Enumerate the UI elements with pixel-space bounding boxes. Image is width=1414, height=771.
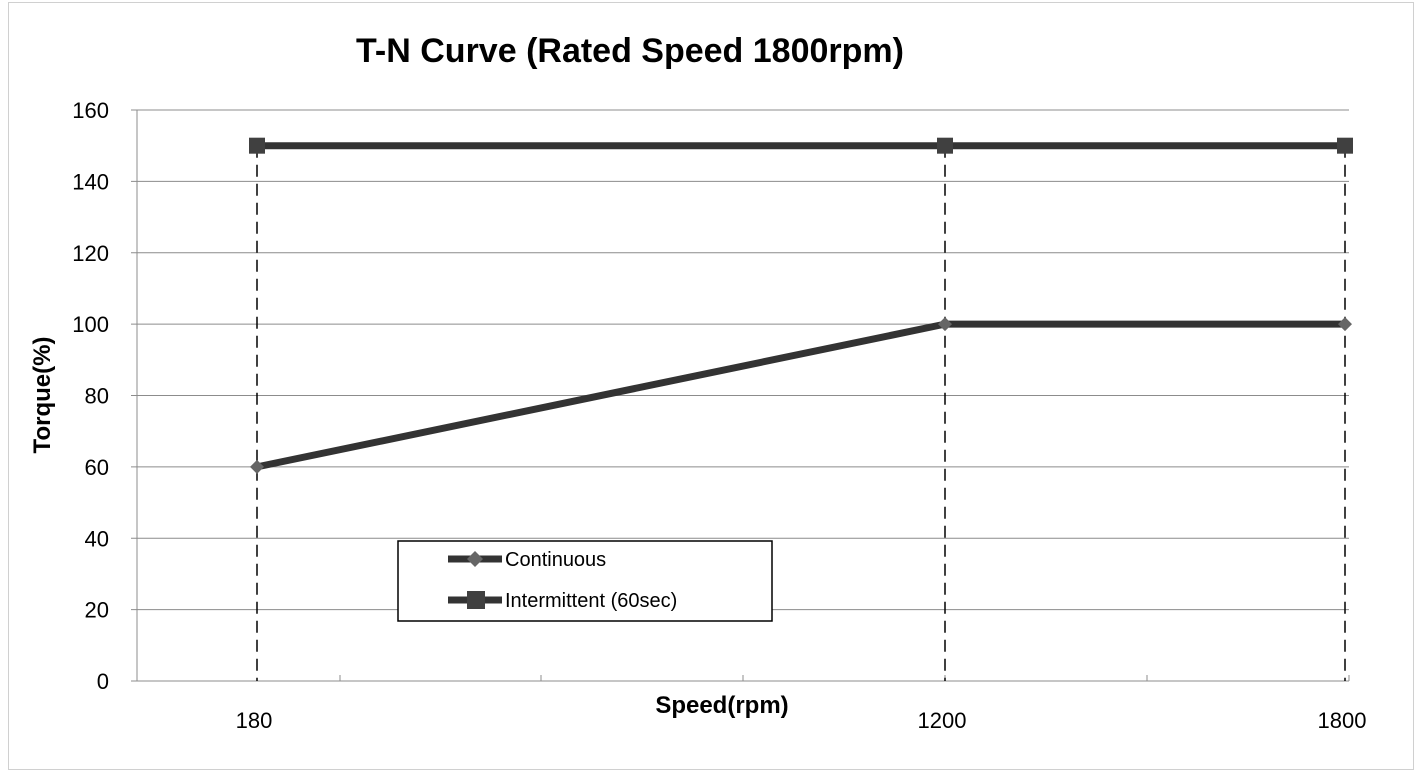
x-tick-label: 1200 bbox=[918, 708, 967, 733]
x-tick-label: 180 bbox=[236, 708, 273, 733]
x-tick-label: 1800 bbox=[1318, 708, 1367, 733]
y-tick-label: 60 bbox=[85, 455, 109, 480]
legend-diamond-marker bbox=[467, 551, 483, 567]
x-tick-labels: 180 1200 1800 bbox=[236, 708, 1367, 733]
y-tick-label: 100 bbox=[72, 312, 109, 337]
square-marker bbox=[1337, 137, 1353, 154]
y-axis-label: Torque(%) bbox=[29, 337, 56, 454]
y-tick-label: 0 bbox=[97, 669, 109, 694]
chart-frame bbox=[8, 2, 1414, 770]
category-drop-lines bbox=[256, 145, 1346, 681]
legend: Continuous Intermittent (60sec) bbox=[397, 540, 773, 622]
y-tick-label: 40 bbox=[85, 526, 109, 551]
diamond-marker bbox=[938, 317, 952, 332]
square-marker bbox=[249, 137, 265, 154]
gridlines bbox=[137, 109, 1349, 611]
y-tick-label: 120 bbox=[72, 241, 109, 266]
diamond-marker bbox=[1338, 317, 1352, 332]
x-axis-label: Speed(rpm) bbox=[655, 692, 788, 719]
y-tick-label: 20 bbox=[85, 598, 109, 623]
square-marker bbox=[937, 137, 953, 154]
diamond-marker bbox=[250, 459, 264, 474]
legend-square-marker bbox=[467, 591, 485, 609]
legend-label: Continuous bbox=[505, 549, 606, 571]
y-tick-label: 140 bbox=[72, 169, 109, 194]
y-tick-labels: 0 20 40 60 80 100 120 140 160 bbox=[72, 98, 109, 694]
series-markers bbox=[249, 137, 1353, 474]
series-lines bbox=[256, 142, 1345, 471]
legend-box bbox=[397, 540, 773, 622]
y-tick-label: 80 bbox=[85, 384, 109, 409]
chart-title: T-N Curve (Rated Speed 1800rpm) bbox=[356, 32, 904, 70]
legend-label: Intermittent (60sec) bbox=[505, 590, 677, 612]
y-tick-label: 160 bbox=[72, 98, 109, 123]
